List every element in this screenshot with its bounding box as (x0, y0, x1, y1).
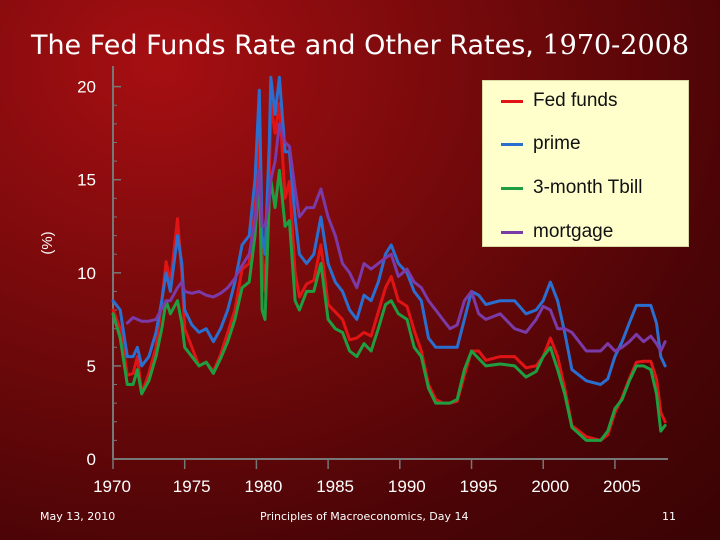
legend-label-prime: prime (533, 133, 581, 154)
y-axis-label: (%) (39, 231, 56, 254)
chart-axes (112, 66, 668, 469)
legend-swatch-fed-funds (501, 99, 523, 103)
legend-item-tbill: 3-month Tbill (501, 176, 642, 200)
y-tick-label: 0 (87, 450, 96, 469)
series-line-mortgage (125, 122, 667, 353)
x-tick-label: 1980 (244, 477, 282, 496)
legend-item-mortgage: mortgage (501, 220, 613, 244)
footer-course: Principles of Macroeconomics, Day 14 (260, 510, 469, 523)
series-line-3-month-tbill (111, 168, 667, 442)
legend-item-prime: prime (501, 132, 581, 156)
legend-label-mortgage: mortgage (533, 221, 614, 242)
slide-number: 11 (662, 510, 676, 523)
chart-legend: Fed funds prime 3-month Tbill mortgage (482, 80, 689, 247)
y-tick-label: 20 (77, 78, 96, 97)
x-tick-label: 1975 (173, 477, 211, 496)
chart-tick-labels: 0 5 10 15 20 1970 1975 1980 1985 1990 1995 2000 2005 (77, 78, 641, 496)
x-tick-label: 1995 (460, 477, 498, 496)
y-tick-label: 10 (77, 264, 96, 283)
legend-swatch-prime (501, 142, 523, 146)
title-text: The Fed Funds Rate and Other Rates, (30, 30, 543, 61)
legend-item-fed-funds: Fed funds (501, 89, 618, 113)
legend-label-fed-funds: Fed funds (533, 90, 618, 111)
footer-date: May 13, 2010 (40, 510, 116, 523)
x-tick-label: 1990 (388, 477, 426, 496)
legend-swatch-mortgage (501, 230, 523, 234)
series-line-fed-funds (111, 101, 667, 442)
x-tick-label: 1985 (316, 477, 354, 496)
chart-series (111, 75, 667, 442)
y-tick-label: 5 (87, 357, 96, 376)
series-line-prime (111, 75, 667, 386)
slide-title: The Fed Funds Rate and Other Rates, 1970… (0, 30, 720, 61)
x-tick-label: 1970 (93, 477, 131, 496)
legend-label-tbill: 3-month Tbill (533, 177, 643, 198)
legend-swatch-tbill (501, 186, 523, 190)
x-tick-label: 2005 (603, 477, 641, 496)
x-tick-label: 2000 (531, 477, 569, 496)
title-years: 1970-2008 (542, 30, 690, 61)
y-tick-label: 15 (77, 171, 96, 190)
